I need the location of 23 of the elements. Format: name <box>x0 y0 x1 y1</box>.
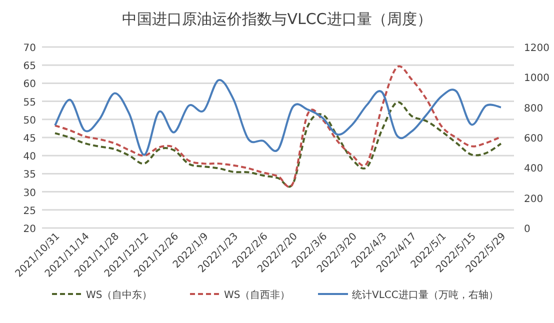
y2-tick-label: 1000 <box>524 73 550 84</box>
y-tick-label: 35 <box>23 170 36 181</box>
y-tick-label: 45 <box>23 134 36 144</box>
y-tick-label: 50 <box>23 115 36 126</box>
chart-title: 中国进口原油运价指数与VLCC进口量（周度） <box>122 10 432 28</box>
line-series <box>54 79 502 156</box>
y2-tick-label: 0 <box>524 224 530 235</box>
legend-label: WS（自中东） <box>86 289 152 301</box>
legend-label: WS（自西非） <box>224 289 290 301</box>
y-tick-label: 30 <box>23 188 36 199</box>
y2-tick-label: 600 <box>524 134 544 144</box>
y-tick-label: 60 <box>23 79 36 90</box>
y-tick-label: 40 <box>23 152 36 163</box>
y2-tick-label: 800 <box>524 103 544 114</box>
y-tick-label: 20 <box>23 224 36 235</box>
y2-tick-label: 200 <box>524 194 544 205</box>
y-tick-label: 70 <box>23 43 36 54</box>
y2-tick-label: 1200 <box>524 43 550 54</box>
legend-label: 统计VLCC进口量（万吨，右轴） <box>352 289 498 301</box>
y-tick-label: 65 <box>23 61 36 72</box>
y-tick-label: 55 <box>23 97 36 108</box>
y2-tick-label: 400 <box>524 164 544 175</box>
y-tick-label: 25 <box>23 206 36 217</box>
